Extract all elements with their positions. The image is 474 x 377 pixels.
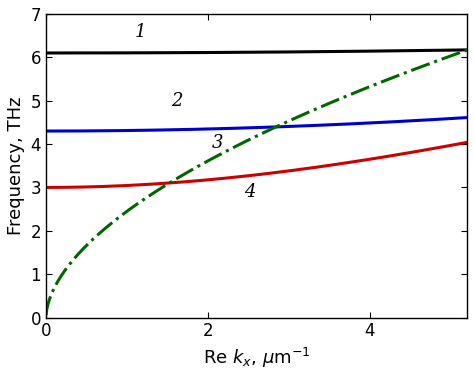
Text: 1: 1	[135, 23, 146, 41]
Text: 3: 3	[212, 134, 223, 152]
Y-axis label: Frequency, THz: Frequency, THz	[7, 97, 25, 235]
Text: 4: 4	[245, 183, 256, 201]
X-axis label: Re $k_x$, $\mu$m$^{-1}$: Re $k_x$, $\mu$m$^{-1}$	[203, 346, 310, 370]
Text: 2: 2	[172, 92, 183, 110]
